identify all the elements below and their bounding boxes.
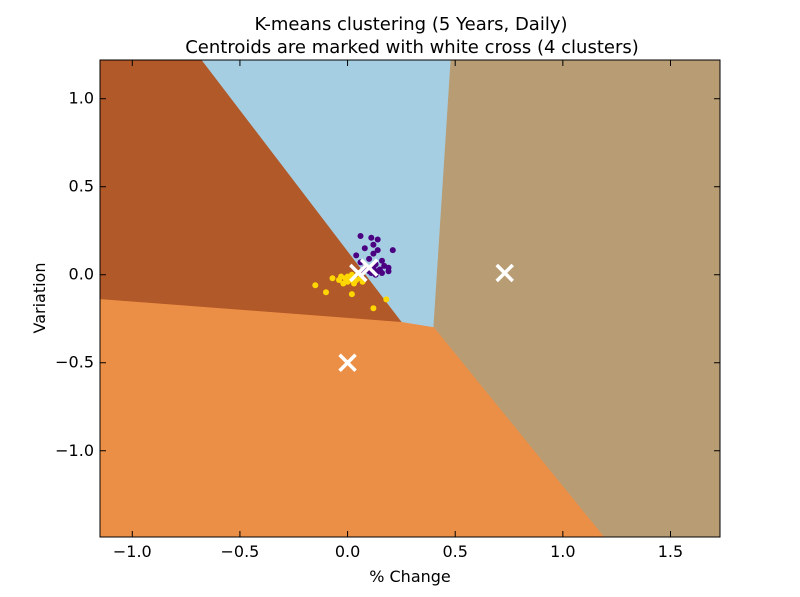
data-point-s2-16: [312, 282, 319, 289]
x-axis-label: % Change: [369, 567, 451, 586]
data-point-s1-6: [389, 247, 396, 254]
data-point-s1-3: [374, 236, 381, 243]
data-point-s2-14: [340, 280, 347, 287]
data-point-s1-11: [379, 257, 385, 264]
data-point-s1-8: [370, 250, 377, 257]
cluster-region-4: [100, 299, 605, 537]
data-point-s2-18: [348, 291, 355, 298]
cluster-regions: [100, 60, 720, 537]
data-point-s1-1: [357, 233, 364, 239]
centroid-cross-3: [495, 263, 514, 283]
data-point-s1-10: [366, 255, 373, 262]
x-tick-label: 1.0: [550, 542, 575, 561]
data-point-s1-19: [385, 268, 392, 275]
y-tick-label: −1.0: [55, 441, 94, 460]
y-axis-label: Variation: [30, 263, 49, 334]
chart-subtitle: Centroids are marked with white cross (4…: [185, 37, 639, 58]
x-tick-label: 0.0: [335, 542, 360, 561]
data-point-s1-24: [379, 270, 385, 276]
x-tick-label: −0.5: [221, 542, 260, 561]
data-point-s1-2: [368, 234, 375, 241]
centroid-markers: [338, 258, 514, 372]
data-point-s1-5: [361, 245, 368, 252]
data-point-s1-7: [374, 247, 381, 254]
x-tick-label: −1.0: [113, 542, 152, 561]
x-tick-label: 0.5: [442, 542, 467, 561]
data-point-s2-1: [329, 275, 336, 282]
plot-frame: [99, 59, 721, 538]
data-point-s2-15: [351, 280, 357, 287]
chart-title: K-means clustering (5 Years, Daily): [254, 14, 567, 35]
data-point-s2-20: [370, 305, 377, 312]
data-point-s2-9: [336, 277, 342, 283]
x-axis-ticks: −1.0 −0.5 0.0 0.5 1.0 1.5: [113, 60, 683, 561]
data-point-s2-17: [323, 289, 329, 296]
y-tick-label: 0.0: [69, 265, 94, 284]
y-axis-ticks: 1.0 0.5 0.0 −0.5 −1.0: [55, 89, 720, 460]
y-tick-label: 1.0: [69, 89, 94, 108]
y-tick-label: 0.5: [69, 177, 94, 196]
centroid-cross-4: [338, 353, 357, 372]
centroid-cross-2: [349, 263, 368, 283]
data-point-s1-9: [353, 252, 360, 259]
y-tick-label: −0.5: [55, 353, 94, 372]
cluster-region-3: [433, 60, 720, 537]
data-point-s1-4: [370, 241, 377, 248]
data-point-s2-19: [383, 296, 390, 303]
centroid-cross-1: [359, 258, 379, 277]
x-tick-label: 1.5: [658, 542, 683, 561]
